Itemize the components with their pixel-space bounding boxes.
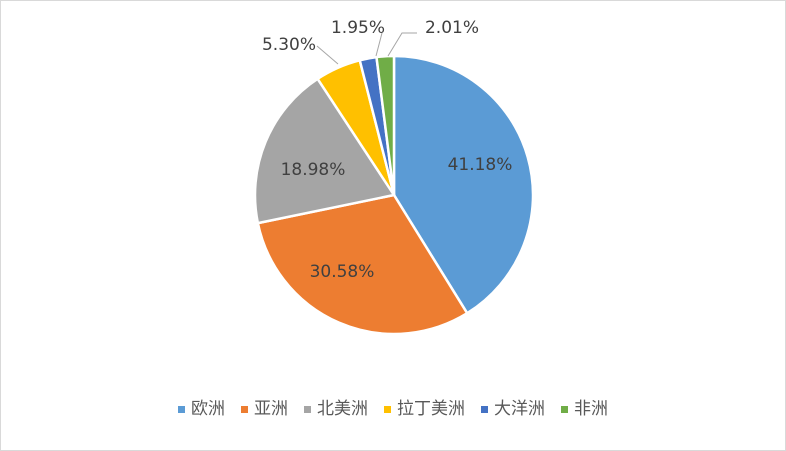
data-label-2: 30.58% bbox=[310, 262, 375, 282]
pie-slice-6 bbox=[375, 54, 396, 197]
data-label-5: 1.95% bbox=[331, 18, 385, 38]
legend-swatch-4 bbox=[384, 405, 391, 413]
pie-slices bbox=[253, 54, 535, 336]
legend-item-2: 亚洲 bbox=[241, 399, 288, 419]
data-label-6: 2.01% bbox=[425, 18, 479, 38]
data-label-4: 5.30% bbox=[262, 35, 316, 55]
legend-label-5: 大洋洲 bbox=[494, 399, 545, 419]
leader-line-6 bbox=[387, 32, 417, 57]
legend-swatch-2 bbox=[241, 405, 248, 413]
data-label-1: 41.18% bbox=[448, 155, 513, 175]
data-label-3: 18.98% bbox=[281, 160, 346, 180]
legend-label-4: 拉丁美洲 bbox=[397, 399, 465, 419]
legend: 欧洲 亚洲 北美洲 拉丁美洲 大洋洲 非洲 bbox=[0, 395, 786, 423]
pie-slice-2 bbox=[256, 193, 469, 336]
legend-item-5: 大洋洲 bbox=[481, 399, 545, 419]
legend-label-1: 欧洲 bbox=[191, 399, 225, 419]
legend-item-3: 北美洲 bbox=[304, 399, 368, 419]
legend-item-4: 拉丁美洲 bbox=[384, 399, 465, 419]
pie-slice-3 bbox=[253, 77, 396, 225]
legend-swatch-5 bbox=[481, 405, 488, 413]
leader-lines bbox=[316, 32, 417, 65]
legend-label-6: 非洲 bbox=[574, 399, 608, 419]
legend-label-2: 亚洲 bbox=[254, 399, 288, 419]
leader-line-4 bbox=[316, 45, 339, 65]
legend-label-3: 北美洲 bbox=[317, 399, 368, 419]
data-labels: 41.18% 30.58% 18.98% 5.30% 1.95% 2.01% bbox=[262, 18, 512, 282]
legend-item-6: 非洲 bbox=[561, 399, 608, 419]
leader-line-5 bbox=[375, 32, 383, 57]
legend-swatch-3 bbox=[304, 405, 311, 413]
legend-swatch-6 bbox=[561, 405, 568, 413]
legend-item-1: 欧洲 bbox=[178, 399, 225, 419]
legend-swatch-1 bbox=[178, 405, 185, 413]
